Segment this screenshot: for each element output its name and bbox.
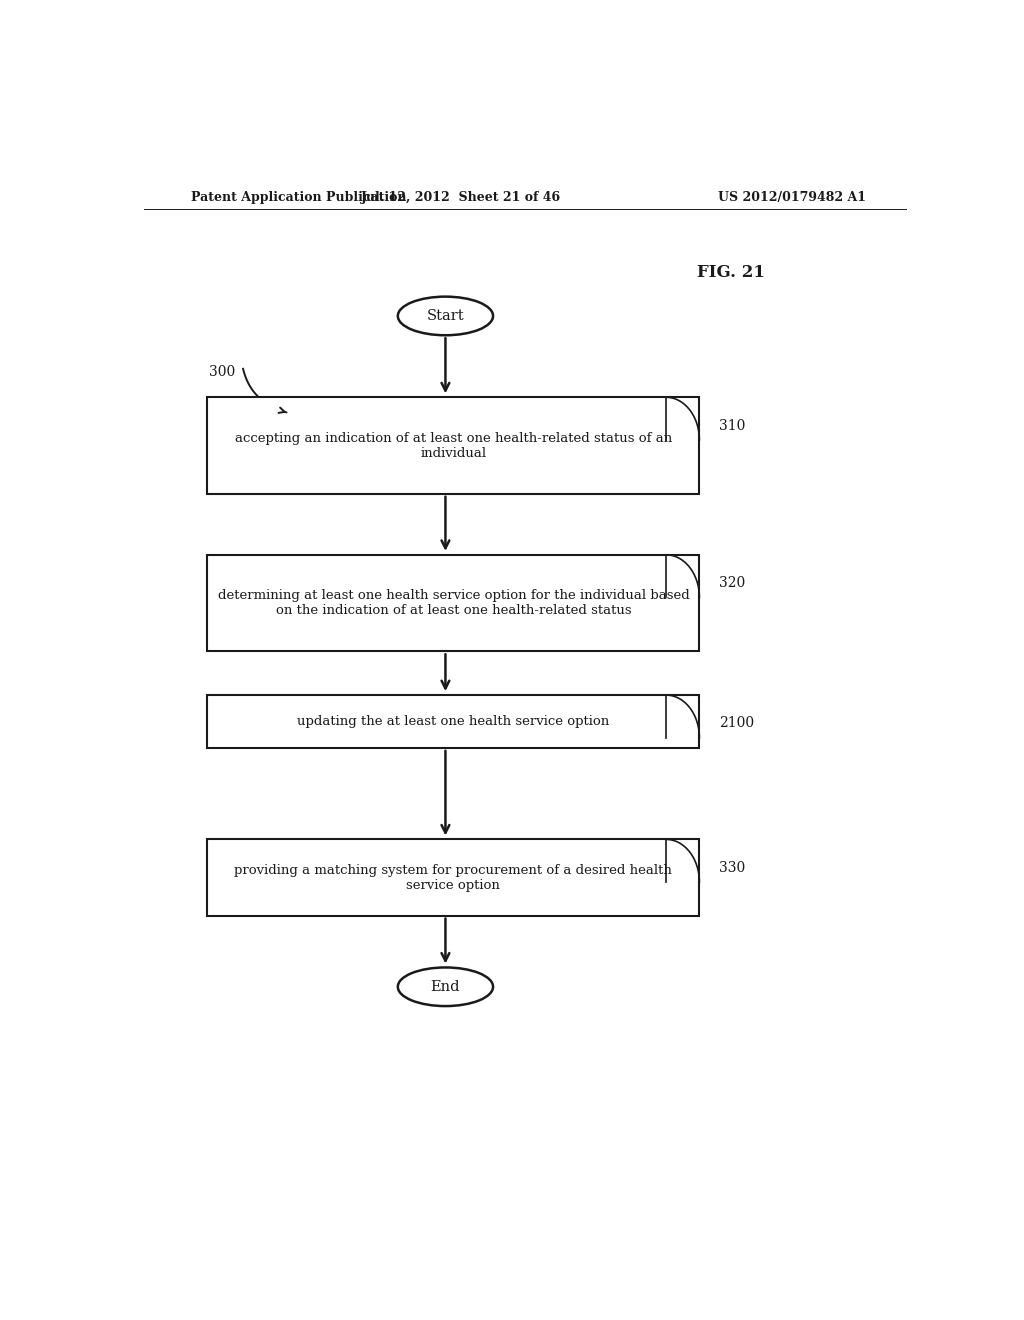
Text: 330: 330 [719, 861, 745, 875]
Ellipse shape [398, 968, 494, 1006]
Text: 2100: 2100 [719, 717, 755, 730]
Text: updating the at least one health service option: updating the at least one health service… [297, 715, 609, 729]
Text: providing a matching system for procurement of a desired health
service option: providing a matching system for procurem… [234, 863, 673, 891]
Ellipse shape [398, 297, 494, 335]
Bar [207, 554, 699, 651]
Text: Start: Start [427, 309, 464, 323]
Text: End: End [431, 979, 460, 994]
Text: Patent Application Publication: Patent Application Publication [191, 190, 407, 203]
Text: 310: 310 [719, 418, 745, 433]
Bar [207, 696, 699, 748]
Text: accepting an indication of at least one health-related status of an
individual: accepting an indication of at least one … [234, 432, 672, 459]
Text: 320: 320 [719, 576, 745, 590]
Bar [207, 397, 699, 494]
Text: Jul. 12, 2012  Sheet 21 of 46: Jul. 12, 2012 Sheet 21 of 46 [361, 190, 561, 203]
Bar [207, 840, 699, 916]
Text: US 2012/0179482 A1: US 2012/0179482 A1 [718, 190, 866, 203]
Text: FIG. 21: FIG. 21 [697, 264, 765, 281]
Text: determining at least one health service option for the individual based
on the i: determining at least one health service … [217, 589, 689, 616]
Text: 300: 300 [209, 364, 236, 379]
